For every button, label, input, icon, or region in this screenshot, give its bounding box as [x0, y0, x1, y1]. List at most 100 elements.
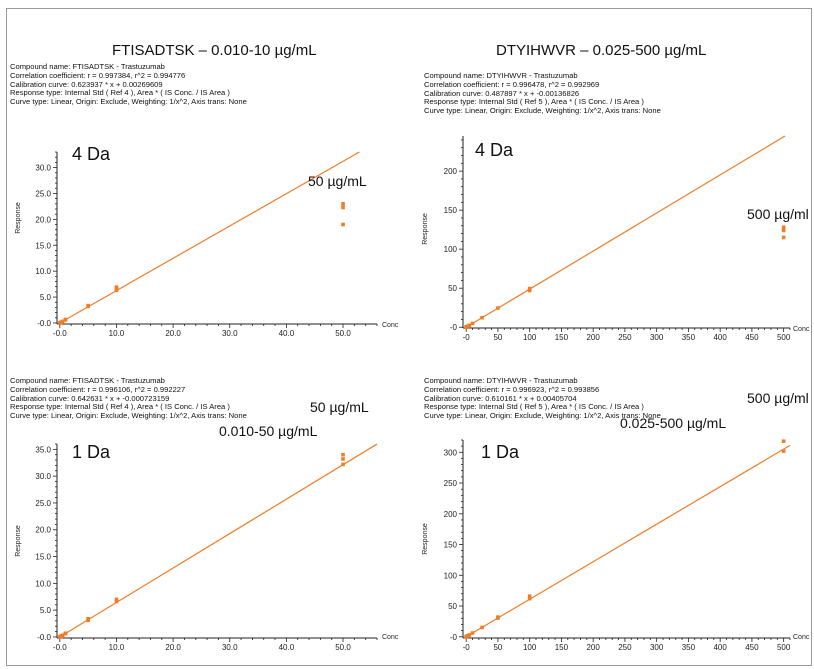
panel-0-info: Compound name: FTISADTSK - Trastuzumab C…	[10, 62, 247, 107]
data-point	[527, 594, 532, 598]
y-tick-label: 250	[444, 479, 458, 488]
info-calibration: Calibration curve: 0.610161 * x + 0.0040…	[424, 393, 577, 403]
data-point	[114, 597, 119, 602]
resolution-label: 4 Da	[475, 140, 514, 160]
y-tick-label: -0.0	[37, 633, 51, 642]
y-tick-label: 20.0	[35, 526, 51, 535]
x-tick-label: 350	[682, 643, 696, 652]
x-tick-label: 400	[713, 333, 727, 342]
x-tick-label: 300	[650, 643, 664, 652]
y-tick-label: 300	[444, 448, 458, 457]
info-compound: Compound name: FTISADTSK - Trastuzumab	[10, 62, 165, 71]
annotation-label: 0.025-500 µg/mL	[620, 415, 726, 431]
y-tick-label: 35.0	[35, 445, 51, 454]
x-tick-label: 20.0	[165, 643, 181, 652]
info-correlation: Correlation coefficient: r = 0.996106, r…	[10, 384, 186, 394]
data-point	[86, 616, 90, 621]
data-point	[781, 228, 786, 233]
data-point	[341, 202, 345, 206]
info-response-type: Response type: Internal Std ( Ref 5 ), A…	[424, 97, 644, 107]
data-point	[480, 625, 484, 630]
x-tick-label: 450	[745, 333, 759, 342]
y-tick-label: 20.0	[35, 215, 51, 224]
data-point	[527, 596, 532, 601]
x-tick-label: 50	[493, 643, 502, 652]
data-point	[527, 286, 532, 291]
x-tick-label: 400	[713, 643, 727, 652]
data-point	[467, 323, 472, 328]
x-tick-label: 200	[586, 643, 600, 652]
data-point	[63, 631, 68, 636]
annotation-label: 500 µg/ml	[747, 390, 809, 406]
data-point	[341, 462, 345, 467]
info-correlation: Correlation coefficient: r = 0.997384, r…	[10, 70, 186, 80]
annotation-label: 50 µg/mL	[310, 399, 369, 415]
info-response-type: Response type: Internal Std ( Ref 4 ), A…	[10, 88, 230, 98]
data-point	[470, 321, 475, 326]
y-tick-label: 200	[444, 510, 458, 519]
info-curve-type: Curve type: Linear, Origin: Exclude, Wei…	[424, 106, 661, 116]
info-compound: Compound name: DTYIHWVR - Trastuzumab	[424, 71, 578, 80]
y-tick-label: -0	[450, 633, 458, 642]
info-calibration: Calibration curve: 0.487897 * x + -0.001…	[424, 88, 580, 98]
data-point	[470, 631, 475, 635]
x-tick-label: 40.0	[279, 643, 295, 652]
x-tick-label: 350	[682, 333, 696, 342]
info-curve-type: Curve type: Linear, Origin: Exclude, Wei…	[10, 97, 247, 107]
x-tick-label: -0.0	[53, 643, 67, 652]
x-tick-label: 150	[555, 643, 569, 652]
x-tick-label: 250	[618, 333, 632, 342]
x-tick-label: 30.0	[222, 329, 238, 338]
x-tick-label: 500	[777, 333, 791, 342]
info-calibration: Calibration curve: 0.623937 * x + 0.0026…	[10, 79, 163, 89]
x-tick-label: 50.0	[335, 643, 351, 652]
y-tick-label: 25.0	[35, 189, 51, 198]
resolution-label: 1 Da	[481, 442, 520, 462]
y-tick-label: 30.0	[35, 472, 51, 481]
y-tick-label: 10.0	[35, 579, 51, 588]
y-tick-label: 30.0	[35, 164, 51, 173]
x-tick-label: 300	[650, 333, 664, 342]
resolution-label: 1 Da	[72, 442, 111, 462]
calibration-fit-line	[58, 151, 360, 325]
y-tick-label: 150	[444, 206, 458, 215]
x-tick-label: 30.0	[222, 643, 238, 652]
y-tick-label: 5.0	[40, 293, 52, 302]
x-tick-label: 10.0	[109, 643, 125, 652]
calibration-chart-bottom-right: -0 50 100 150 200 250 300 350 400 450 500 -0 50 100 15…	[422, 390, 810, 652]
data-point	[341, 222, 345, 227]
data-point	[527, 288, 532, 293]
calibration-chart-top-right: -0 50 100 150 200 250 300 350 400 450 500 -0 50 100 15…	[422, 135, 810, 342]
data-point	[781, 449, 786, 453]
x-tick-label: 50	[493, 333, 502, 342]
annotation-label: 0.010-50 µg/mL	[219, 423, 318, 439]
y-axis-label: Response	[15, 202, 22, 234]
data-point	[86, 303, 90, 308]
y-axis-label: Response	[422, 523, 429, 555]
x-tick-label: -0.0	[53, 329, 67, 338]
data-point	[341, 452, 345, 457]
x-tick-label: 250	[618, 643, 632, 652]
figure-frame	[6, 8, 812, 666]
column-title-right: DTYIHWVR – 0.025-500 µg/mL	[496, 42, 707, 59]
y-tick-label: -0	[450, 323, 458, 332]
info-correlation: Correlation coefficient: r = 0.996478, r…	[424, 79, 600, 89]
info-compound: Compound name: DTYIHWVR - Trastuzumab	[424, 376, 578, 385]
annotation-label: 500 µg/ml	[747, 206, 809, 222]
y-axis-label: Response	[422, 213, 429, 245]
y-axis-label: Response	[15, 525, 22, 557]
info-calibration: Calibration curve: 0.642631 * x + -0.000…	[10, 393, 170, 403]
x-tick-label: 100	[523, 643, 537, 652]
x-axis-label: Conc	[793, 634, 810, 641]
data-point	[114, 285, 119, 290]
y-tick-label: 25.0	[35, 499, 51, 508]
panel-1-info: Compound name: DTYIHWVR - Trastuzumab Co…	[424, 71, 661, 116]
data-point	[496, 306, 500, 310]
y-tick-label: 5.0	[40, 606, 52, 615]
y-tick-label: -0.0	[37, 319, 51, 328]
data-point	[114, 599, 119, 604]
data-point	[341, 457, 345, 461]
data-point	[60, 319, 65, 324]
x-tick-label: -0	[463, 333, 471, 342]
x-tick-label: 10.0	[109, 329, 125, 338]
